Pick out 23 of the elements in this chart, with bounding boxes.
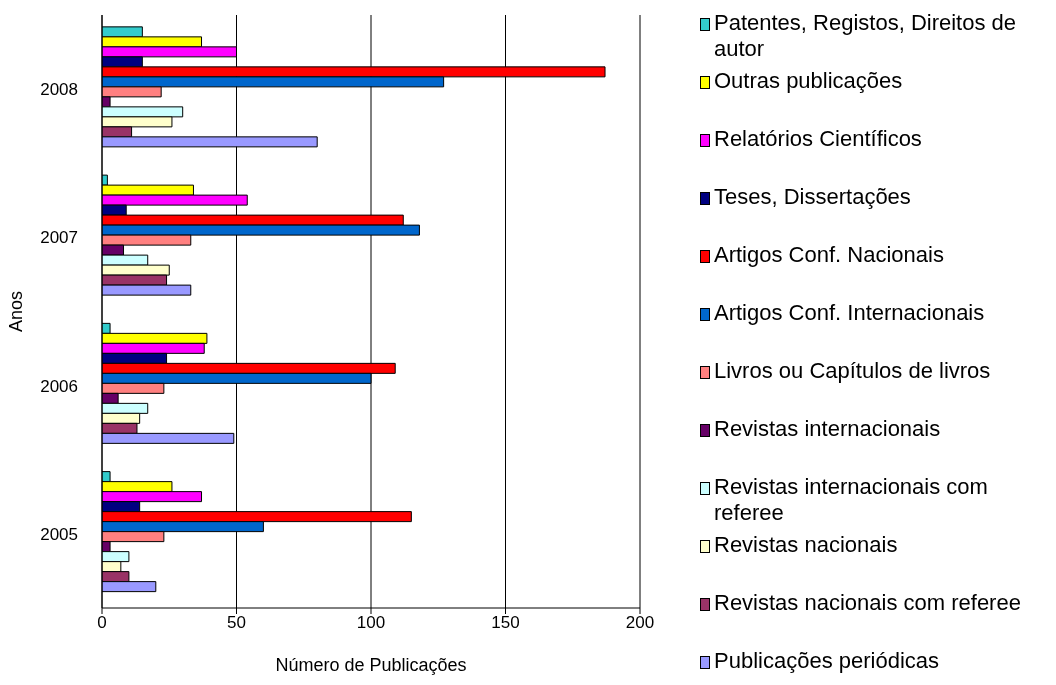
legend-label: Revistas nacionais com referee	[714, 590, 1021, 616]
x-tick-label: 50	[227, 613, 246, 633]
legend-label: Patentes, Registos, Direitos de autor	[714, 10, 1018, 62]
x-tick-label: 100	[356, 613, 386, 633]
x-tick-label: 0	[97, 613, 107, 633]
legend-label: Revistas nacionais	[714, 532, 898, 558]
x-tick-label: 200	[625, 613, 655, 633]
y-tick-label: 2007	[40, 228, 78, 248]
legend-label: Artigos Conf. Nacionais	[714, 242, 944, 268]
legend-label: Publicações periódicas	[714, 648, 940, 674]
y-tick-label: 2005	[40, 524, 78, 544]
legend-label: Outras publicações	[714, 68, 903, 94]
legend-label: Artigos Conf. Internacionais	[714, 300, 985, 326]
legend-label: Relatórios Científicos	[714, 126, 922, 152]
y-tick-label: 2008	[40, 80, 78, 100]
y-tick-label: 2006	[40, 376, 78, 396]
x-tick-label: 150	[491, 613, 520, 633]
legend-label: Revistas internacionais	[714, 416, 941, 442]
legend-label: Revistas internacionais com referee	[714, 474, 989, 526]
legend-label: Teses, Dissertações	[714, 184, 911, 210]
y-axis-title: Anos	[6, 290, 26, 333]
x-axis-title: Número de Publicações	[275, 655, 467, 675]
legend-label: Livros ou Capítulos de livros	[714, 358, 991, 384]
